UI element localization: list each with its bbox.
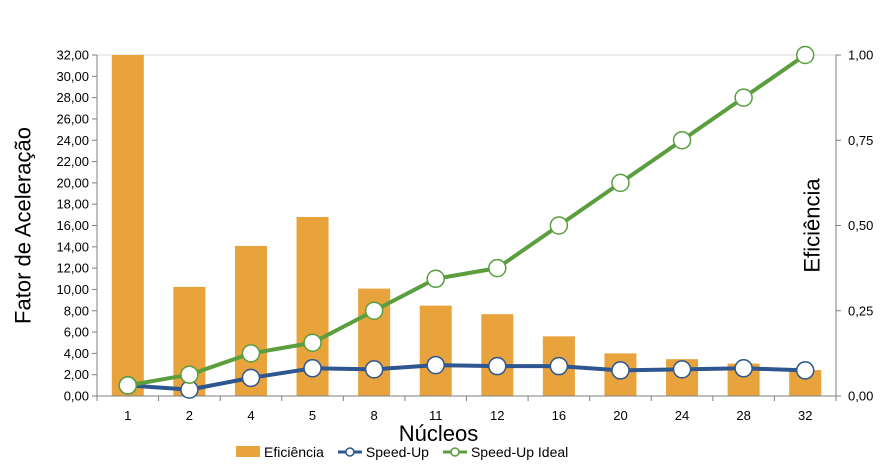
left-tick-label: 16,00 <box>56 218 89 233</box>
x-tick-label: 11 <box>429 408 443 423</box>
left-tick-label: 0,00 <box>64 389 89 404</box>
point-speed-up <box>241 368 261 388</box>
point-speed-up <box>672 360 692 379</box>
point-speed-up-ideal <box>364 301 384 320</box>
point-speed-up <box>364 360 384 379</box>
series-line-speed-up <box>127 363 806 392</box>
point-speed-up-ideal <box>241 344 261 363</box>
legend-label-efici-ncia: Eficiência <box>264 444 324 460</box>
right-tick-label: 0,00 <box>848 389 873 404</box>
legend-label-speed-up: Speed-Up <box>366 444 429 460</box>
right-tick-label: 0,75 <box>848 133 873 148</box>
left-tick-label: 30,00 <box>56 69 89 84</box>
left-tick-label: 28,00 <box>56 90 89 105</box>
x-tick-label: 32 <box>798 408 812 423</box>
legend-label-speed-up-ideal: Speed-Up Ideal <box>471 444 568 460</box>
x-tick-label: 28 <box>736 408 750 423</box>
bar-eficiencia <box>481 314 514 396</box>
point-speed-up-ideal <box>303 333 322 352</box>
series-line-speed-up-ideal <box>127 53 807 388</box>
point-speed-up-ideal <box>488 258 507 278</box>
bar-eficiencia <box>419 305 452 396</box>
bar-eficiencia <box>111 55 144 396</box>
point-speed-up <box>426 355 445 375</box>
point-speed-up-ideal <box>180 365 199 384</box>
legend-marker-speed-up-ideal <box>450 447 460 457</box>
x-tick-label: 1 <box>124 408 131 423</box>
legend-swatch-efici-ncia <box>236 446 260 457</box>
right-tick-label: 0,25 <box>848 303 873 318</box>
x-tick-label: 12 <box>490 408 504 423</box>
right-tick-label: 1,00 <box>848 48 873 63</box>
point-speed-up-ideal <box>611 173 630 193</box>
point-speed-up <box>488 356 507 376</box>
point-speed-up-ideal <box>795 45 815 65</box>
left-tick-label: 20,00 <box>56 175 89 190</box>
left-tick-label: 32,00 <box>56 48 89 63</box>
left-tick-label: 18,00 <box>56 197 89 212</box>
point-speed-up-ideal <box>118 376 138 395</box>
left-tick-label: 12,00 <box>56 261 89 276</box>
point-speed-up <box>611 361 630 380</box>
y-axis-left-title: Fator de Aceleração <box>11 127 36 324</box>
left-tick-label: 26,00 <box>56 111 89 126</box>
point-speed-up-ideal <box>734 88 753 107</box>
x-tick-label: 5 <box>309 408 316 423</box>
x-tick-label: 24 <box>675 408 689 423</box>
x-axis-title: Núcleos <box>399 421 478 446</box>
right-tick-label: 0,50 <box>848 218 873 233</box>
point-speed-up <box>549 356 569 376</box>
point-speed-up-ideal <box>549 216 569 235</box>
x-tick-label: 4 <box>247 408 254 423</box>
y-axis-right-title: Eficiência <box>800 178 825 273</box>
point-speed-up-ideal <box>672 131 692 150</box>
x-tick-label: 2 <box>186 408 193 423</box>
legend-marker-speed-up <box>345 447 355 457</box>
point-speed-up <box>303 359 322 378</box>
point-speed-up-ideal <box>426 269 445 289</box>
left-tick-label: 24,00 <box>56 133 89 148</box>
plot-area <box>96 54 837 397</box>
left-tick-label: 8,00 <box>64 303 89 318</box>
x-tick-label: 20 <box>613 408 627 423</box>
x-tick-label: 8 <box>371 408 378 423</box>
left-tick-label: 22,00 <box>56 154 89 169</box>
point-speed-up <box>734 359 753 378</box>
left-tick-label: 14,00 <box>56 239 89 254</box>
left-tick-label: 10,00 <box>56 282 89 297</box>
point-speed-up <box>795 361 815 380</box>
left-tick-label: 4,00 <box>64 346 89 361</box>
left-tick-label: 2,00 <box>64 367 89 382</box>
x-tick-label: 16 <box>552 408 566 423</box>
left-tick-label: 6,00 <box>64 325 89 340</box>
